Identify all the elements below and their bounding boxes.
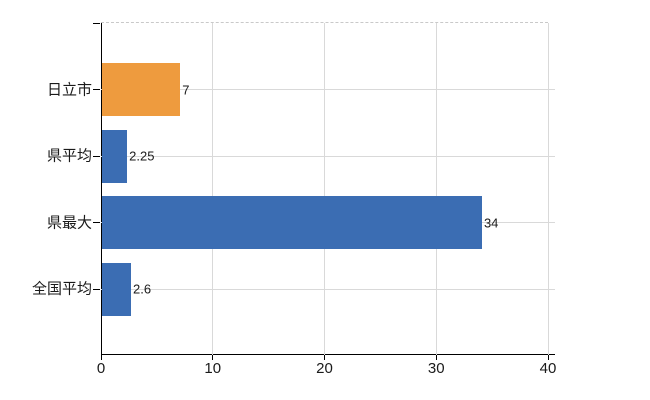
- x-tick-label: 0: [96, 360, 106, 377]
- gridline-vertical: [324, 23, 325, 356]
- x-axis-tick: [324, 355, 325, 360]
- y-axis-tick: [93, 288, 100, 290]
- y-axis-tick: [93, 89, 100, 91]
- gridline-horizontal: [101, 288, 555, 290]
- x-tick-label: 40: [539, 360, 557, 377]
- category-label: 県平均: [46, 147, 92, 165]
- gridline-vertical: [547, 23, 549, 356]
- x-axis-line: [101, 354, 555, 355]
- bar-value-label: 2.6: [133, 281, 152, 297]
- y-axis-tick: [93, 222, 100, 224]
- category-label: 全国平均: [31, 280, 92, 298]
- gridline-horizontal: [101, 155, 555, 157]
- y-axis-line: [101, 23, 102, 356]
- category-label: 県最大: [46, 214, 92, 232]
- x-axis-tick: [100, 355, 102, 360]
- y-axis-tick: [93, 23, 100, 24]
- bar-value-label: 7: [182, 82, 190, 98]
- x-axis-tick: [435, 355, 437, 360]
- plot-area: 7 2.25 34 2.6: [93, 22, 555, 360]
- x-axis-tick: [212, 355, 214, 360]
- x-tick-label: 20: [316, 360, 333, 377]
- bar: [102, 129, 128, 183]
- gridline-vertical: [212, 23, 214, 356]
- x-axis-tick: [547, 355, 549, 360]
- x-tick-label: 30: [427, 360, 445, 377]
- gridline-vertical: [435, 23, 437, 356]
- x-tick-label: 10: [204, 360, 222, 377]
- bar-value-label: 2.25: [129, 148, 155, 164]
- bar: [102, 196, 482, 250]
- y-axis-tick: [93, 155, 100, 157]
- bar: [102, 63, 181, 117]
- bar: [102, 262, 132, 316]
- gridline-horizontal: [101, 89, 555, 91]
- category-label: 日立市: [46, 81, 92, 99]
- bar-value-label: 34: [483, 215, 499, 231]
